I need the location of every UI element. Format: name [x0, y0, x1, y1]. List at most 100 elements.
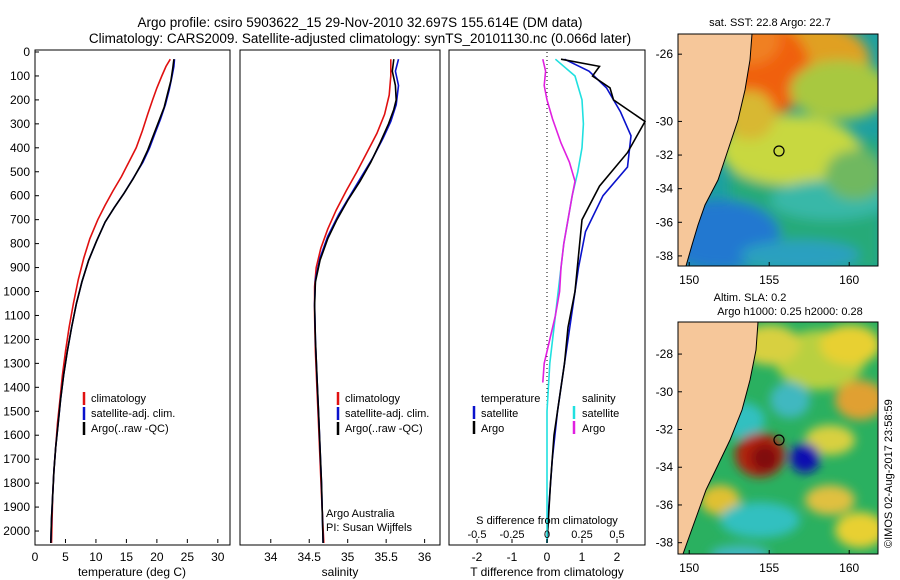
depth-tick-label: 700: [10, 213, 30, 227]
legend-t-argo: Argo: [481, 423, 504, 435]
t-x-tick-label: -1: [507, 550, 518, 564]
x-tick-label: 36: [418, 550, 432, 564]
sst-map-frame: [677, 33, 879, 267]
legend-s-satellite: satellite: [582, 408, 619, 420]
x-tick-label: 0: [32, 550, 39, 564]
x-tick-label: 10: [89, 550, 103, 564]
depth-tick-label: 400: [10, 141, 30, 155]
s-x-tick-label: -0.25: [499, 529, 524, 541]
temperature-panel: 0 5 10 15 20 25 30 temperature (deg C) climato…: [32, 49, 231, 579]
difference-panel: -2 -1 0 1 2 -0.5 -0.25 0 0.25 0.5 S difference fr…: [448, 49, 647, 579]
depth-tick-label: 1200: [3, 332, 30, 346]
sst-map: sat. SST: 22.8 Argo: 22.7 -26 -30 -32 -34 -3…: [656, 17, 879, 287]
depth-tick-label: 1000: [3, 285, 30, 299]
depth-tick-label: 1700: [3, 452, 30, 466]
x-tick-label: 34.5: [298, 550, 322, 564]
sla-argo-location-marker: [773, 434, 785, 446]
map-lat-label: -30: [656, 114, 674, 128]
map-lat-label: -38: [656, 249, 674, 263]
depth-tick-label: 0: [23, 45, 30, 59]
salinity-plot-frame: [239, 49, 441, 546]
sal-legend-satellite: satellite-adj. clim.: [345, 408, 429, 420]
depth-tick-label: 1600: [3, 428, 30, 442]
depth-tick-label: 2000: [3, 524, 30, 538]
legend-salinity-title: salinity: [582, 393, 616, 405]
depth-tick-label: 1300: [3, 356, 30, 370]
salinity-legend: climatology satellite-adj. clim. Argo(..…: [336, 392, 429, 435]
t-x-tick-label: 1: [579, 550, 586, 564]
map-lon-label: 150: [679, 273, 699, 287]
x-tick-label: 34: [264, 550, 278, 564]
depth-tick-label: 500: [10, 165, 30, 179]
sla-map-frame: [677, 321, 879, 555]
sst-argo-location-marker: [773, 145, 785, 157]
s-difference-label: S difference from climatology: [476, 515, 618, 527]
map-lon-label: 155: [759, 273, 779, 287]
series-line-argo-raw-qc-: [50, 59, 175, 544]
temperature-xlabel: temperature (deg C): [78, 565, 186, 579]
depth-tick-label: 800: [10, 237, 30, 251]
map-lat-label: -32: [656, 148, 674, 162]
legend-s-argo: Argo: [582, 423, 605, 435]
map-lon-label: 160: [839, 561, 859, 575]
figure-title-line1: Argo profile: csiro 5903622_15 29-Nov-20…: [137, 15, 582, 30]
temp-legend-climatology: climatology: [91, 393, 147, 405]
series-line-salinity-argo: [542, 59, 576, 383]
depth-tick-label: 900: [10, 261, 30, 275]
credit-line1: Argo Australia: [326, 508, 395, 520]
map-lat-label: -30: [656, 385, 674, 399]
imos-credit: ©IMOS 02-Aug-2017 23:58:59: [883, 399, 895, 548]
map-lat-label: -36: [656, 215, 674, 229]
sst-title: sat. SST: 22.8 Argo: 22.7: [709, 17, 831, 29]
x-tick-label: 35.5: [374, 550, 398, 564]
t-x-tick-label: 2: [614, 550, 621, 564]
depth-tick-label: 200: [10, 93, 30, 107]
sla-title-line2: Argo h1000: 0.25 h2000: 0.28: [717, 306, 863, 318]
map-lat-label: -34: [656, 460, 674, 474]
sla-map: Altim. SLA: 0.2 Argo h1000: 0.25 h2000: …: [656, 292, 879, 575]
salinity-xlabel: salinity: [322, 565, 359, 579]
depth-tick-label: 100: [10, 69, 30, 83]
s-x-tick-label: 0.25: [571, 529, 592, 541]
sal-legend-climatology: climatology: [345, 393, 401, 405]
credit-line2: PI: Susan Wijffels: [326, 522, 412, 534]
x-tick-label: 5: [62, 550, 69, 564]
map-lon-label: 155: [759, 561, 779, 575]
temp-legend-argo: Argo(..raw -QC): [91, 423, 169, 435]
map-lat-label: -38: [656, 536, 674, 550]
s-x-tick-label: -0.5: [468, 529, 487, 541]
s-x-tick-label: 0: [544, 529, 550, 541]
x-tick-label: 25: [181, 550, 195, 564]
map-lat-label: -26: [656, 47, 674, 61]
map-lat-label: -28: [656, 347, 674, 361]
map-lat-label: -32: [656, 423, 674, 437]
sla-land-australia: [678, 322, 759, 554]
x-tick-label: 35: [341, 550, 355, 564]
x-tick-label: 30: [211, 550, 225, 564]
sal-legend-argo: Argo(..raw -QC): [345, 423, 423, 435]
figure-title-line2: Climatology: CARS2009. Satellite-adjuste…: [89, 31, 631, 46]
s-x-tick-label: 0.5: [609, 529, 624, 541]
map-lon-label: 160: [839, 273, 859, 287]
series-line-temperature-argo: [546, 58, 647, 544]
sla-title-line1: Altim. SLA: 0.2: [714, 292, 787, 304]
x-tick-label: 15: [120, 550, 134, 564]
map-lon-label: 150: [679, 561, 699, 575]
depth-tick-label: 1900: [3, 500, 30, 514]
depth-tick-label: 1800: [3, 476, 30, 490]
difference-legend: temperature salinity satellite Argo sate…: [472, 393, 619, 435]
depth-tick-label: 1400: [3, 380, 30, 394]
depth-tick-label: 1100: [4, 308, 30, 322]
salinity-panel: 34 34.5 35 35.5 36 salinity climatology sate…: [239, 49, 441, 579]
x-tick-label: 20: [150, 550, 164, 564]
depth-tick-label: 1500: [3, 404, 30, 418]
map-lat-label: -34: [656, 182, 674, 196]
t-x-tick-label: -2: [472, 550, 483, 564]
t-difference-xlabel: T difference from climatology: [470, 565, 624, 579]
temp-legend-satellite: satellite-adj. clim.: [91, 408, 175, 420]
depth-tick-label: 600: [10, 189, 30, 203]
series-line-argo-raw-qc-: [313, 59, 398, 544]
depth-axis: 0 100 200 300 400 500 600 700 800 900 1000 1100 1200…: [3, 45, 453, 538]
t-x-tick-label: 0: [544, 550, 551, 564]
